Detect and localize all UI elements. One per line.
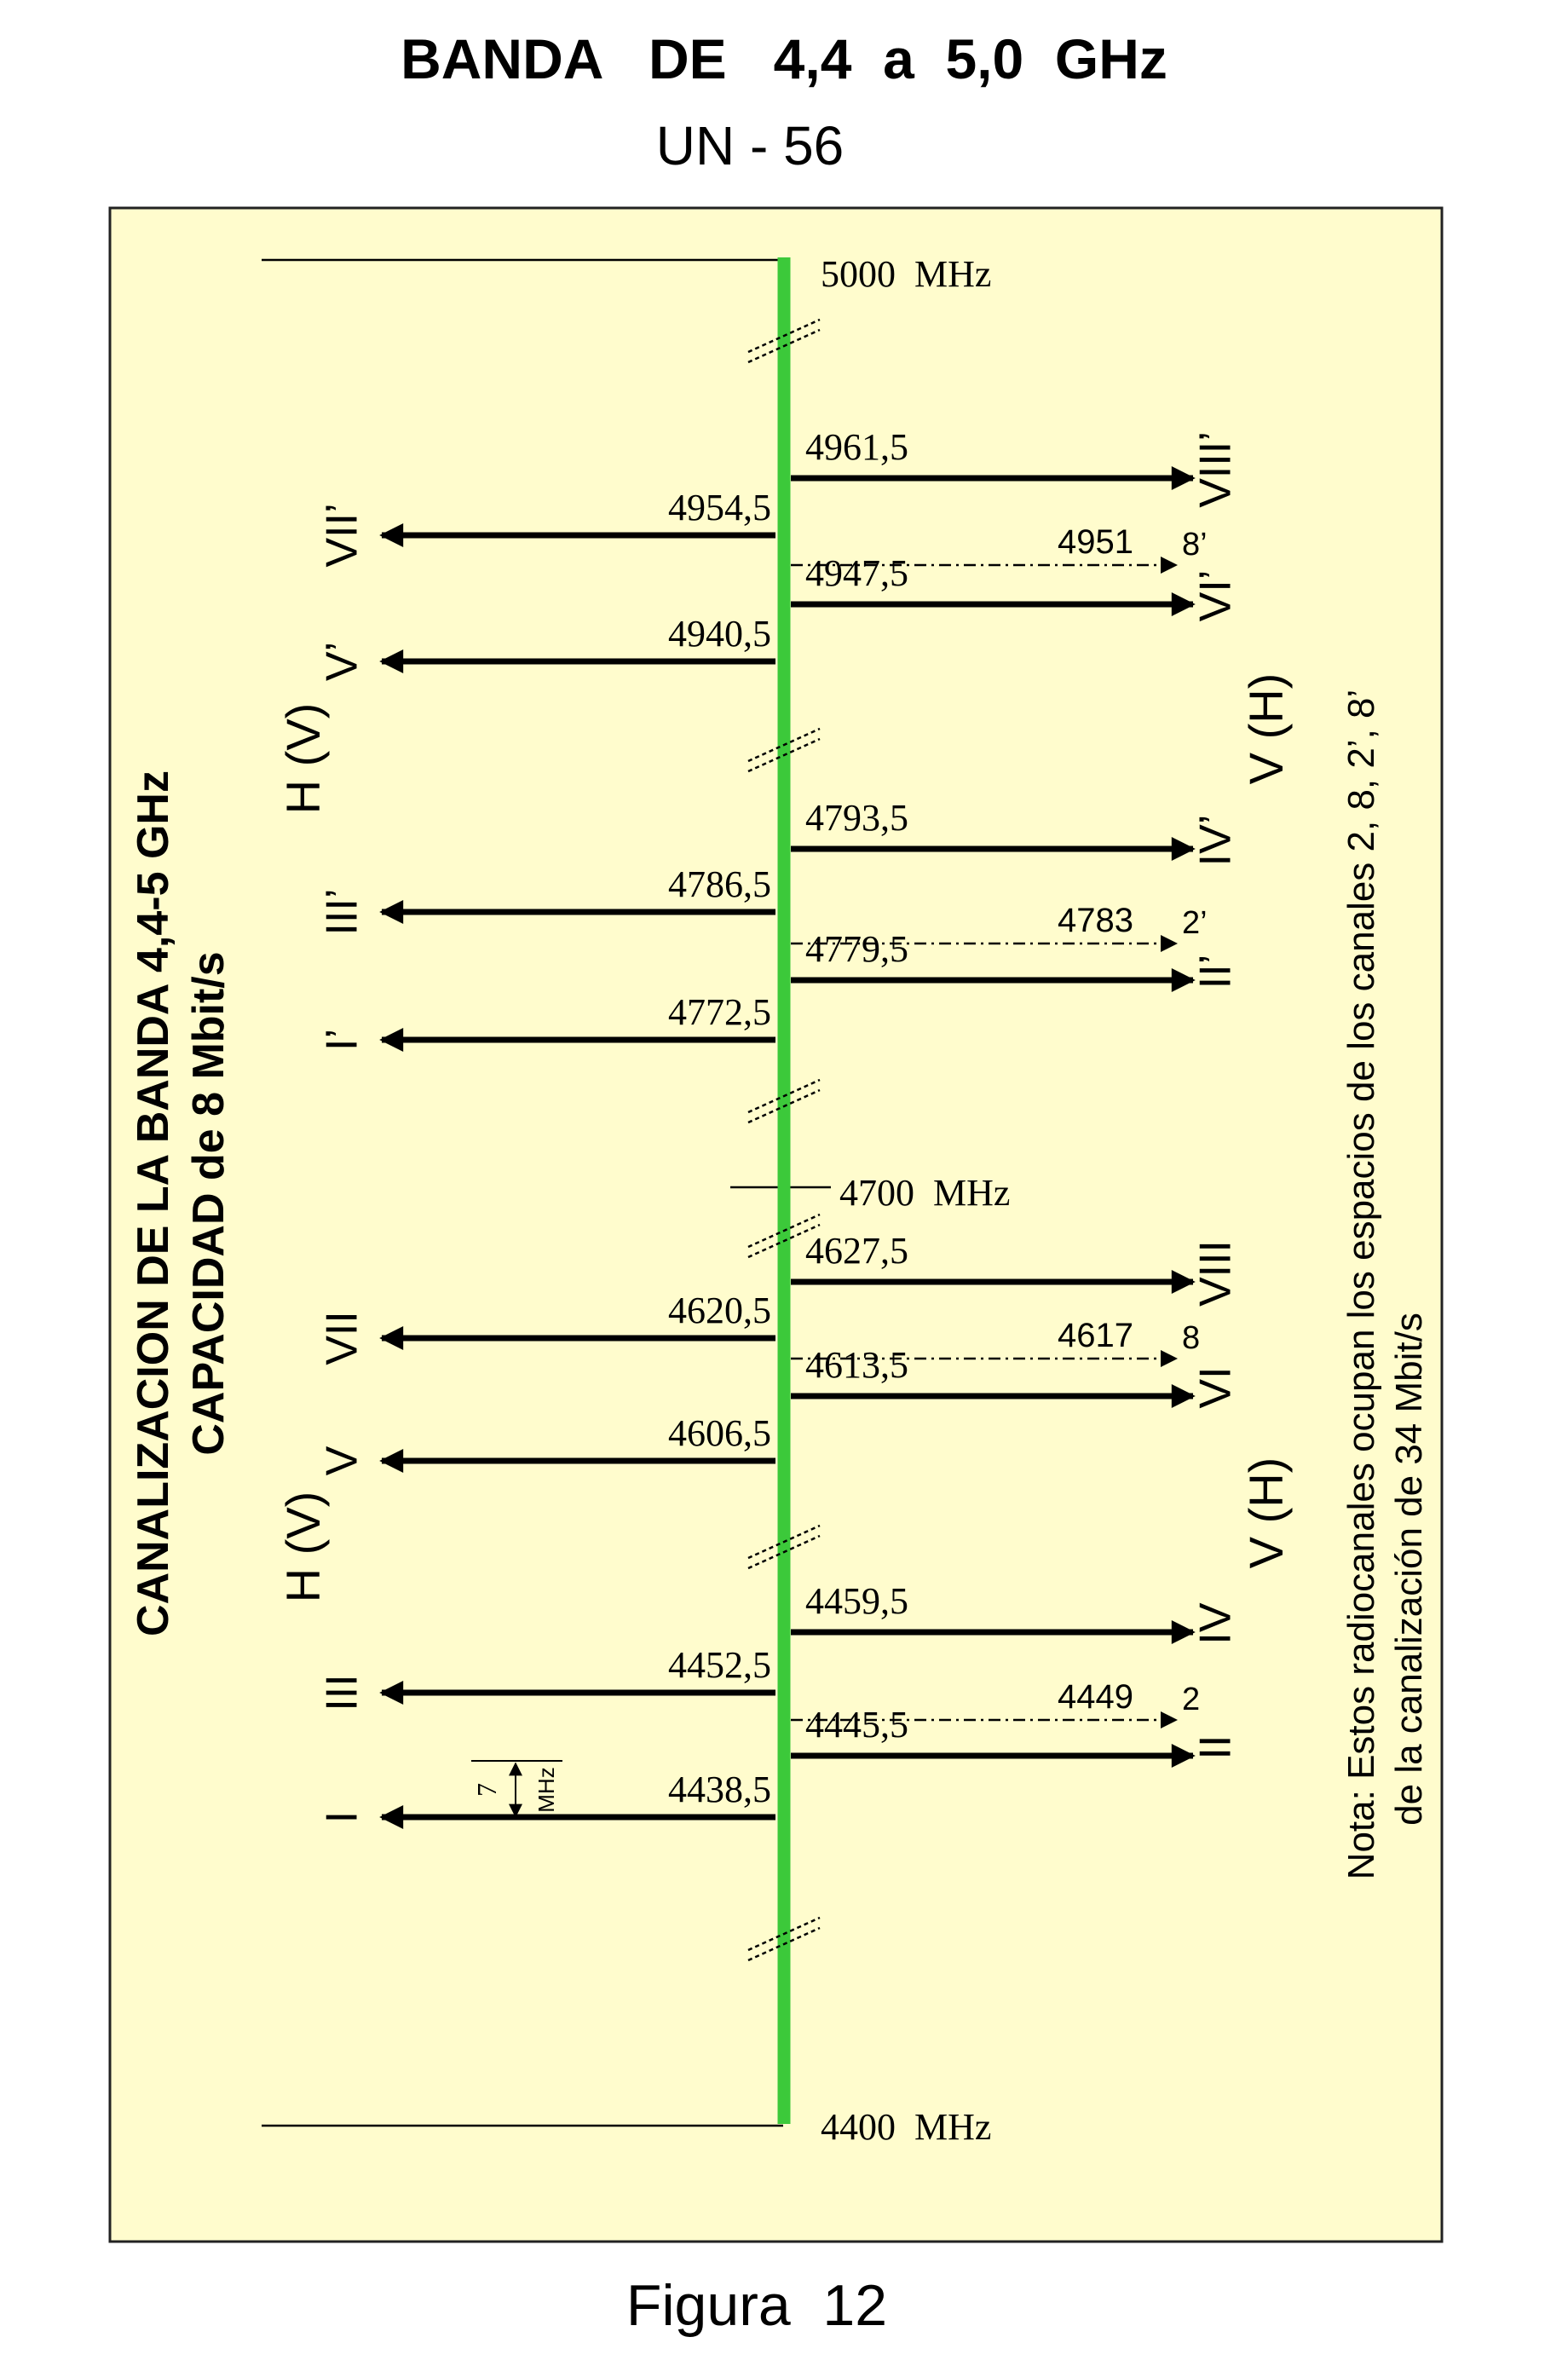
channel-left-6: 4452,5 III [318, 1644, 775, 1711]
dashed-label: 8 [1182, 1320, 1200, 1356]
channel-label: IV [1191, 1602, 1241, 1644]
channel-frequency: 4793,5 [805, 797, 908, 839]
channel-label: I’ [318, 1029, 367, 1051]
channel-frequency: 4961,5 [805, 426, 908, 468]
channel-right-0: 4961,5 VIII’ [791, 426, 1241, 508]
dashed-frequency: 4449 [1058, 1678, 1133, 1716]
channel-right-1: 4947,5 VI’ [791, 552, 1241, 621]
figure-title: BANDA DE 4,4 a 5,0 GHz [401, 27, 1167, 90]
dashed-label: 2 [1182, 1682, 1200, 1717]
side-title-line-2: CAPACIDAD de 8 Mbit/s [184, 951, 233, 1455]
channel-frequency: 4613,5 [805, 1344, 908, 1386]
spacing-indicator: 7 MHz [471, 1760, 562, 1820]
dashed-channel-1: 4783 2’ [791, 902, 1208, 952]
channel-label: IV’ [1191, 815, 1241, 867]
channel-label: III [318, 1674, 367, 1711]
diagram-panel [108, 206, 1444, 2243]
channel-label: III’ [318, 889, 367, 936]
channel-frequency: 4620,5 [668, 1290, 771, 1331]
band-top-label: 5000 MHz [821, 253, 991, 295]
channel-left-1: 4940,5 V’ [318, 613, 775, 681]
dashed-frequency: 4617 [1058, 1317, 1133, 1354]
channel-right-3: 4779,5 II’ [791, 928, 1241, 992]
figure-subtitle: UN - 56 [656, 115, 845, 176]
spacing-unit: MHz [533, 1767, 559, 1812]
band-mid-label: 4700 MHz [839, 1172, 1010, 1214]
note-line-2: de la canalización de 34 Mbit/s [1388, 1313, 1430, 1826]
dashed-frequency: 4951 [1058, 523, 1133, 561]
channel-label: II’ [1191, 955, 1241, 989]
channel-right-6: 4459,5 IV [791, 1580, 1241, 1645]
channel-frequency: 4627,5 [805, 1230, 908, 1272]
channel-right-7: 4445,5 II [791, 1704, 1241, 1768]
channel-frequency: 4459,5 [805, 1580, 908, 1622]
channel-frequency: 4947,5 [805, 552, 908, 594]
channel-frequency: 4940,5 [668, 613, 771, 655]
channel-label: VI [1191, 1366, 1241, 1408]
channel-label: VI’ [1191, 570, 1241, 622]
note-line-1: Nota: Estos radiocanales ocupan los espa… [1340, 690, 1382, 1880]
dashed-label: 8’ [1182, 527, 1208, 563]
dashed-label: 2’ [1182, 905, 1208, 941]
dashed-channel-0: 4951 8’ [791, 523, 1208, 574]
polarization-right-lower: V (H) [1239, 1457, 1293, 1569]
channel-right-5: 4613,5 VI [791, 1344, 1241, 1409]
channel-left-3: 4772,5 I’ [318, 991, 775, 1052]
channel-left-2: 4786,5 III’ [318, 863, 775, 935]
channel-frequency: 4445,5 [805, 1704, 908, 1746]
axis-break-marks [747, 318, 821, 1962]
channel-label: V [318, 1446, 367, 1475]
channel-right-4: 4627,5 VIII [791, 1230, 1241, 1307]
band-bottom-label: 4400 MHz [821, 2106, 991, 2148]
polarization-right-upper: V (H) [1239, 673, 1293, 785]
channel-right-2: 4793,5 IV’ [791, 797, 1241, 866]
channel-label: II [1191, 1735, 1241, 1760]
figure-caption: Figura 12 [626, 2273, 887, 2338]
channel-arrows: 4954,5VII’4940,5V’4786,5III’4772,5I’4620… [318, 426, 1241, 1829]
channel-frequency: 4606,5 [668, 1412, 771, 1454]
channel-left-7: 4438,5 I [318, 1769, 775, 1829]
channel-frequency: 4779,5 [805, 928, 908, 970]
channel-frequency: 4438,5 [668, 1769, 771, 1810]
dashed-channel-3: 4449 2 [791, 1678, 1200, 1728]
channel-label: VII [318, 1311, 367, 1365]
channel-left-0: 4954,5 VII’ [318, 487, 775, 568]
channel-frequency: 4772,5 [668, 991, 771, 1033]
channel-label: VIII [1191, 1240, 1241, 1307]
polarization-left-upper: H (V) [276, 703, 330, 815]
polarization-left-lower: H (V) [276, 1492, 330, 1603]
channel-left-4: 4620,5 VII [318, 1290, 775, 1365]
channel-left-5: 4606,5 V [318, 1412, 775, 1475]
channel-frequency: 4452,5 [668, 1644, 771, 1686]
dashed-frequency: 4783 [1058, 902, 1133, 939]
channel-label: VII’ [318, 503, 367, 567]
channel-label: I [318, 1811, 367, 1823]
channel-frequency: 4954,5 [668, 487, 771, 528]
channel-frequency: 4786,5 [668, 863, 771, 905]
spacing-value: 7 [471, 1783, 502, 1797]
channel-label: V’ [318, 642, 367, 681]
side-title-line-1: CANALIZACION DE LA BANDA 4,4-5 GHz [129, 770, 178, 1636]
dashed-channel-2: 4617 8 [791, 1317, 1200, 1367]
channel-label: VIII’ [1191, 431, 1241, 508]
